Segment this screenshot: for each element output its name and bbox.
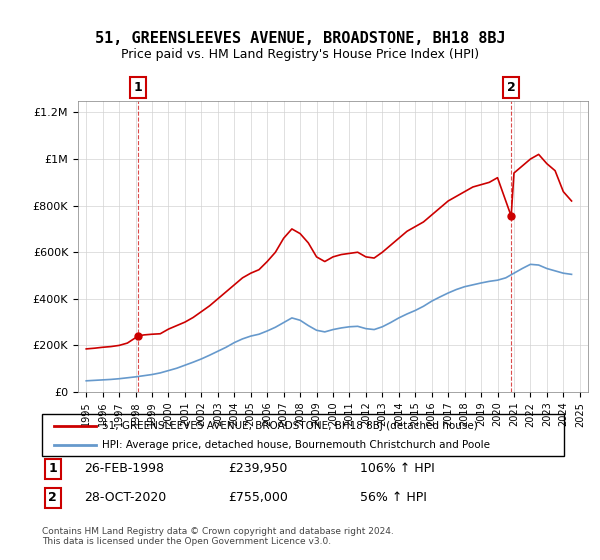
Text: Contains HM Land Registry data © Crown copyright and database right 2024.
This d: Contains HM Land Registry data © Crown c… (42, 526, 394, 546)
Text: Price paid vs. HM Land Registry's House Price Index (HPI): Price paid vs. HM Land Registry's House … (121, 48, 479, 60)
Point (133, 332, 143, 340)
Text: 51, GREENSLEEVES AVENUE, BROADSTONE, BH18 8BJ (detached house): 51, GREENSLEEVES AVENUE, BROADSTONE, BH1… (102, 421, 478, 431)
Text: £239,950: £239,950 (228, 463, 287, 475)
Text: £755,000: £755,000 (228, 492, 288, 505)
Text: 2: 2 (507, 81, 515, 94)
Text: 2: 2 (49, 492, 57, 505)
Text: 1: 1 (49, 463, 57, 475)
Text: 106% ↑ HPI: 106% ↑ HPI (360, 463, 435, 475)
Text: 26-FEB-1998: 26-FEB-1998 (84, 463, 164, 475)
Point (506, 212, 516, 221)
Text: 51, GREENSLEEVES AVENUE, BROADSTONE, BH18 8BJ: 51, GREENSLEEVES AVENUE, BROADSTONE, BH1… (95, 31, 505, 46)
Text: 56% ↑ HPI: 56% ↑ HPI (360, 492, 427, 505)
Text: HPI: Average price, detached house, Bournemouth Christchurch and Poole: HPI: Average price, detached house, Bour… (102, 440, 490, 450)
Text: 1: 1 (134, 81, 142, 94)
Text: 28-OCT-2020: 28-OCT-2020 (84, 492, 166, 505)
